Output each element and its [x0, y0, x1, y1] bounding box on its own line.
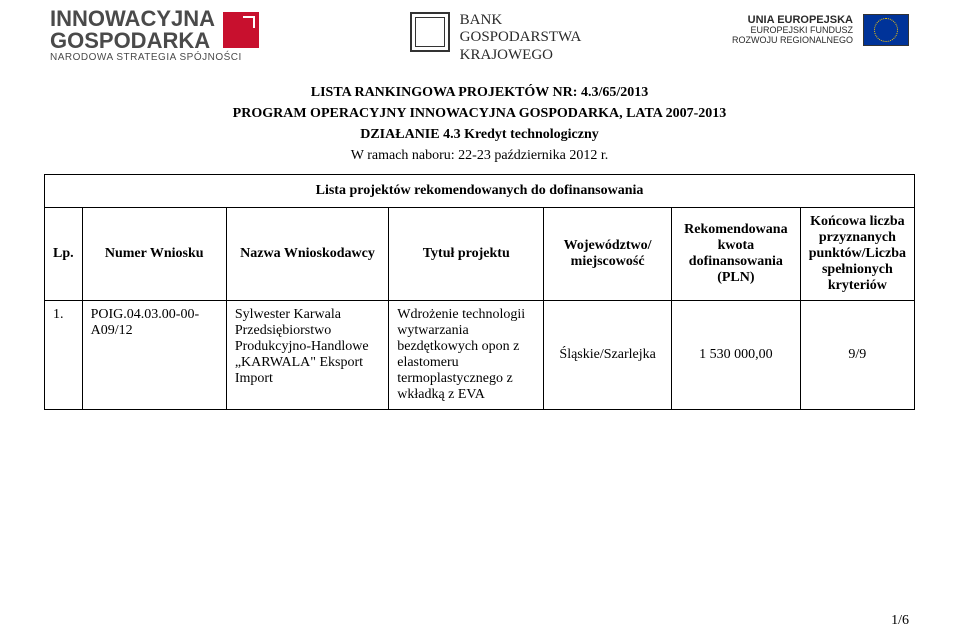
header-logos: INNOWACYJNA GOSPODARKA NARODOWA STRATEGI…: [0, 0, 959, 64]
th-loc: Województwo/ miejscowość: [544, 207, 672, 300]
logo-center-line3: KRAJOWEGO: [460, 47, 582, 64]
cell-score: 9/9: [800, 300, 914, 409]
th-name: Nazwa Wnioskodawcy: [226, 207, 388, 300]
red-arrow-icon: [223, 12, 259, 48]
title-line1: LISTA RANKINGOWA PROJEKTÓW NR: 4.3/65/20…: [0, 82, 959, 103]
page-number: 1/6: [891, 613, 909, 629]
title-line3: DZIAŁANIE 4.3 Kredyt technologiczny: [0, 124, 959, 145]
cell-lp: 1.: [45, 300, 83, 409]
table-caption-row: Lista projektów rekomendowanych do dofin…: [45, 174, 915, 207]
logo-bgk: BANK GOSPODARSTWA KRAJOWEGO: [410, 12, 582, 64]
title-line4: W ramach naboru: 22-23 października 2012…: [0, 145, 959, 166]
cell-title: Wdrożenie technologii wytwarzania bezdęt…: [389, 300, 544, 409]
cell-num: POIG.04.03.00-00-A09/12: [82, 300, 226, 409]
th-title: Tytuł projektu: [389, 207, 544, 300]
table-caption: Lista projektów rekomendowanych do dofin…: [45, 174, 915, 207]
title-line2: PROGRAM OPERACYJNY INNOWACYJNA GOSPODARK…: [0, 103, 959, 124]
logo-innowacyjna-gospodarka: INNOWACYJNA GOSPODARKA NARODOWA STRATEGI…: [50, 8, 259, 63]
bgk-emblem-icon: [410, 12, 450, 52]
th-num: Numer Wniosku: [82, 207, 226, 300]
table-header-row: Lp. Numer Wniosku Nazwa Wnioskodawcy Tyt…: [45, 207, 915, 300]
ranking-table: Lista projektów rekomendowanych do dofin…: [44, 174, 915, 410]
ranking-table-wrap: Lista projektów rekomendowanych do dofin…: [44, 174, 915, 410]
th-score: Końcowa liczba przyznanych punktów/Liczb…: [800, 207, 914, 300]
cell-name: Sylwester Karwala Przedsiębiorstwo Produ…: [226, 300, 388, 409]
cell-amt: 1 530 000,00: [672, 300, 801, 409]
logo-center-line2: GOSPODARSTWA: [460, 29, 582, 46]
logo-left-line1: INNOWACYJNA: [50, 8, 215, 30]
table-row: 1. POIG.04.03.00-00-A09/12 Sylwester Kar…: [45, 300, 915, 409]
th-lp: Lp.: [45, 207, 83, 300]
eu-flag-icon: [863, 14, 909, 46]
cell-loc: Śląskie/Szarlejka: [544, 300, 672, 409]
eu-line3: ROZWOJU REGIONALNEGO: [732, 36, 853, 46]
title-block: LISTA RANKINGOWA PROJEKTÓW NR: 4.3/65/20…: [0, 82, 959, 166]
logo-center-line1: BANK: [460, 12, 582, 29]
logo-left-line2: GOSPODARKA: [50, 30, 215, 52]
logo-eu: UNIA EUROPEJSKA EUROPEJSKI FUNDUSZ ROZWO…: [732, 14, 909, 46]
logo-left-sub: NARODOWA STRATEGIA SPÓJNOŚCI: [50, 52, 242, 63]
th-amt: Rekomendowana kwota dofinansowania (PLN): [672, 207, 801, 300]
